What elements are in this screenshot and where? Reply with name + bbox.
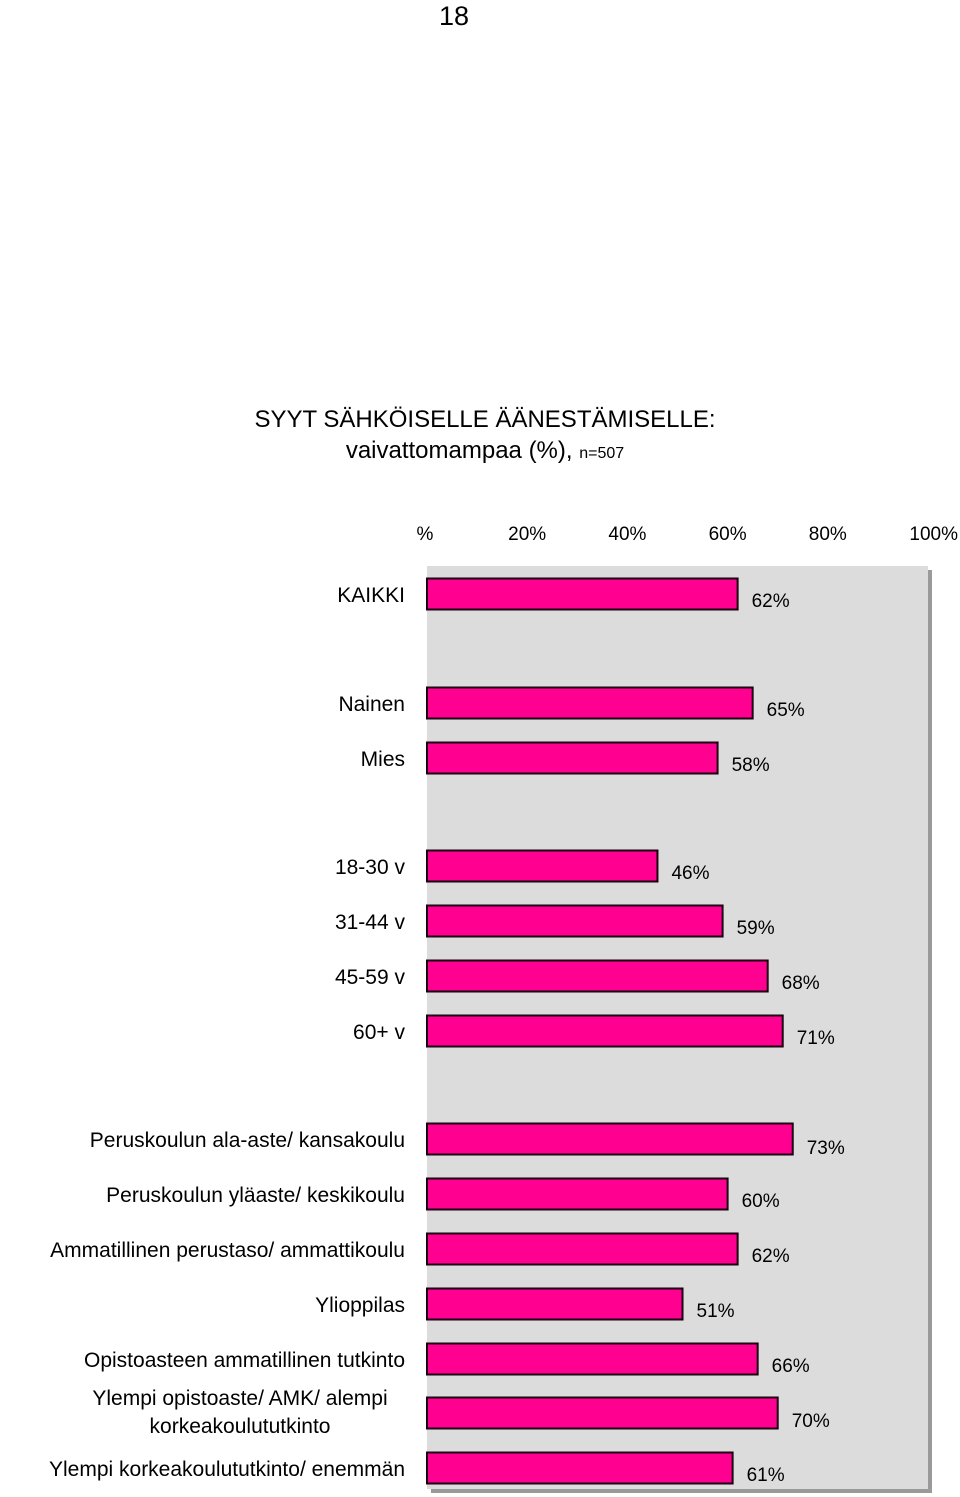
chart-title-main: vaivattomampaa (%), [345, 437, 573, 464]
x-tick-label: 80% [809, 524, 847, 545]
x-tick-label: 40% [608, 524, 646, 545]
bar-value-label: 68% [782, 973, 820, 994]
category-label: Ammatillinen perustaso/ ammattikoulu [50, 1239, 405, 1262]
category-label: Mies [361, 748, 405, 771]
category-labels: KAIKKI Nainen Mies 18-30 v 31-44 v 45-59 v 60+… [49, 584, 406, 1481]
bar-value-label: 46% [671, 863, 709, 884]
bar [426, 904, 724, 938]
page-number: 18 [438, 1, 470, 31]
category-label: 18-30 v [335, 856, 406, 879]
category-label: 60+ v [353, 1021, 405, 1044]
bar [426, 1287, 684, 1321]
x-tick-label: 60% [709, 524, 747, 545]
chart-title-line1: SYYT SÄHKÖISELLE ÄÄNESTÄMISELLE: [254, 406, 716, 433]
chart-title: SYYT SÄHKÖISELLE ÄÄNESTÄMISELLE: vaivatt… [160, 404, 810, 469]
bar-value-label: 51% [697, 1301, 735, 1322]
bar-value-labels: 62% 65% 58% 46% 59% 68% 71% 73% 60% 62% 51% 66% 70% 6… [671, 591, 844, 1486]
bar-value-label: 60% [742, 1191, 780, 1212]
category-label: Nainen [338, 693, 405, 716]
category-label: 45-59 v [335, 966, 406, 989]
category-label: Peruskoulun ala-aste/ kansakoulu [90, 1129, 405, 1152]
bar-value-label: 61% [747, 1465, 785, 1486]
category-label: 31-44 v [335, 911, 406, 934]
bar [426, 577, 739, 611]
bar [426, 1014, 784, 1048]
category-label: KAIKKI [337, 584, 405, 607]
category-label: Ylempi opistoaste/ AMK/ alempi korkeakoul… [92, 1387, 387, 1438]
x-tick-label: 100% [909, 524, 958, 545]
sample-size-label: n=507 [579, 445, 625, 462]
bar [426, 1177, 729, 1211]
bar-value-label: 66% [772, 1356, 810, 1377]
bar-value-label: 70% [792, 1411, 830, 1432]
bar [426, 1451, 734, 1485]
bars [426, 577, 794, 1485]
category-label: Opistoasteen ammatillinen tutkinto [84, 1349, 405, 1372]
bar [426, 741, 719, 775]
bar-value-label: 58% [732, 755, 770, 776]
category-label: Ylempi korkeakoulututkinto/ enemmän [49, 1458, 405, 1481]
x-tick-label: 20% [508, 524, 546, 545]
category-label: Ylioppilas [315, 1294, 405, 1317]
bar [426, 1396, 779, 1430]
bar [426, 959, 769, 993]
bar [426, 1232, 739, 1266]
bar-value-label: 71% [797, 1028, 835, 1049]
bar [426, 1342, 759, 1376]
bar-value-label: 73% [807, 1138, 845, 1159]
chart-title-line2: vaivattomampaa (%), n=507 [160, 435, 810, 469]
bar-value-label: 62% [752, 591, 790, 612]
bar [426, 1122, 794, 1156]
x-tick-label: % [417, 524, 434, 545]
bar [426, 686, 754, 720]
bar-value-label: 62% [752, 1246, 790, 1267]
x-axis-tick-labels: % 20% 40% 60% 80% 100% [417, 524, 959, 545]
category-label: Peruskoulun yläaste/ keskikoulu [106, 1184, 405, 1207]
bar [426, 849, 659, 883]
bar-value-label: 59% [737, 918, 775, 939]
bar-value-label: 65% [767, 700, 805, 721]
